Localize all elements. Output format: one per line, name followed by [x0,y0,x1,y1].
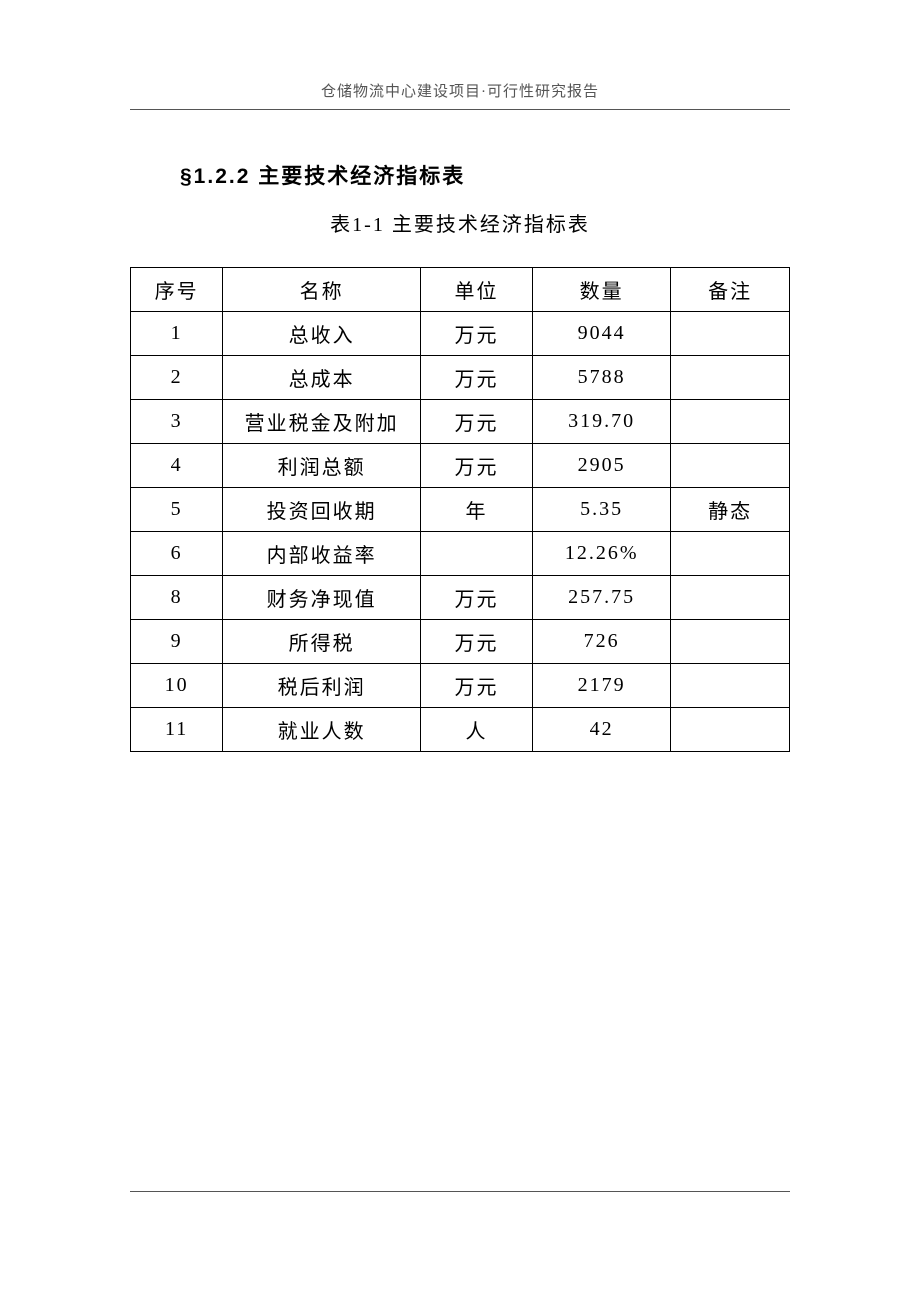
cell-seq: 3 [131,400,223,444]
cell-seq: 6 [131,532,223,576]
col-header-qty: 数量 [532,268,670,312]
page-header: 仓储物流中心建设项目·可行性研究报告 [130,80,790,110]
col-header-name: 名称 [223,268,421,312]
cell-qty: 9044 [532,312,670,356]
cell-note [671,444,790,488]
cell-note [671,532,790,576]
cell-seq: 9 [131,620,223,664]
col-header-unit: 单位 [420,268,532,312]
cell-note [671,664,790,708]
cell-qty: 2179 [532,664,670,708]
table-row: 6 内部收益率 12.26% [131,532,790,576]
cell-seq: 5 [131,488,223,532]
cell-qty: 5788 [532,356,670,400]
cell-unit [420,532,532,576]
cell-qty: 2905 [532,444,670,488]
cell-unit: 人 [420,708,532,752]
cell-unit: 万元 [420,400,532,444]
table-row: 9 所得税 万元 726 [131,620,790,664]
document-page: 仓储物流中心建设项目·可行性研究报告 §1.2.2 主要技术经济指标表 表1-1… [0,0,920,752]
cell-name: 营业税金及附加 [223,400,421,444]
col-header-seq: 序号 [131,268,223,312]
cell-seq: 1 [131,312,223,356]
cell-seq: 2 [131,356,223,400]
cell-qty: 5.35 [532,488,670,532]
cell-unit: 万元 [420,576,532,620]
col-header-note: 备注 [671,268,790,312]
table-row: 2 总成本 万元 5788 [131,356,790,400]
cell-name: 内部收益率 [223,532,421,576]
cell-name: 所得税 [223,620,421,664]
section-title: §1.2.2 主要技术经济指标表 [180,160,790,190]
economic-indicator-table: 序号 名称 单位 数量 备注 1 总收入 万元 9044 2 总成本 万元 57… [130,267,790,752]
cell-seq: 8 [131,576,223,620]
table-row: 4 利润总额 万元 2905 [131,444,790,488]
cell-unit: 年 [420,488,532,532]
cell-name: 就业人数 [223,708,421,752]
table-row: 10 税后利润 万元 2179 [131,664,790,708]
footer-rule [130,1191,790,1192]
table-row: 11 就业人数 人 42 [131,708,790,752]
cell-unit: 万元 [420,312,532,356]
cell-note [671,312,790,356]
cell-note [671,356,790,400]
cell-qty: 319.70 [532,400,670,444]
cell-note [671,400,790,444]
table-header-row: 序号 名称 单位 数量 备注 [131,268,790,312]
cell-seq: 10 [131,664,223,708]
cell-name: 总收入 [223,312,421,356]
cell-qty: 257.75 [532,576,670,620]
cell-unit: 万元 [420,620,532,664]
cell-unit: 万元 [420,356,532,400]
cell-qty: 42 [532,708,670,752]
cell-note [671,576,790,620]
cell-qty: 12.26% [532,532,670,576]
table-row: 1 总收入 万元 9044 [131,312,790,356]
cell-name: 财务净现值 [223,576,421,620]
cell-note: 静态 [671,488,790,532]
cell-unit: 万元 [420,444,532,488]
table-row: 5 投资回收期 年 5.35 静态 [131,488,790,532]
table-caption: 表1-1 主要技术经济指标表 [130,208,790,237]
cell-seq: 4 [131,444,223,488]
cell-note [671,708,790,752]
cell-unit: 万元 [420,664,532,708]
cell-note [671,620,790,664]
cell-name: 总成本 [223,356,421,400]
table-row: 8 财务净现值 万元 257.75 [131,576,790,620]
cell-name: 利润总额 [223,444,421,488]
cell-qty: 726 [532,620,670,664]
cell-name: 税后利润 [223,664,421,708]
table-row: 3 营业税金及附加 万元 319.70 [131,400,790,444]
cell-name: 投资回收期 [223,488,421,532]
cell-seq: 11 [131,708,223,752]
